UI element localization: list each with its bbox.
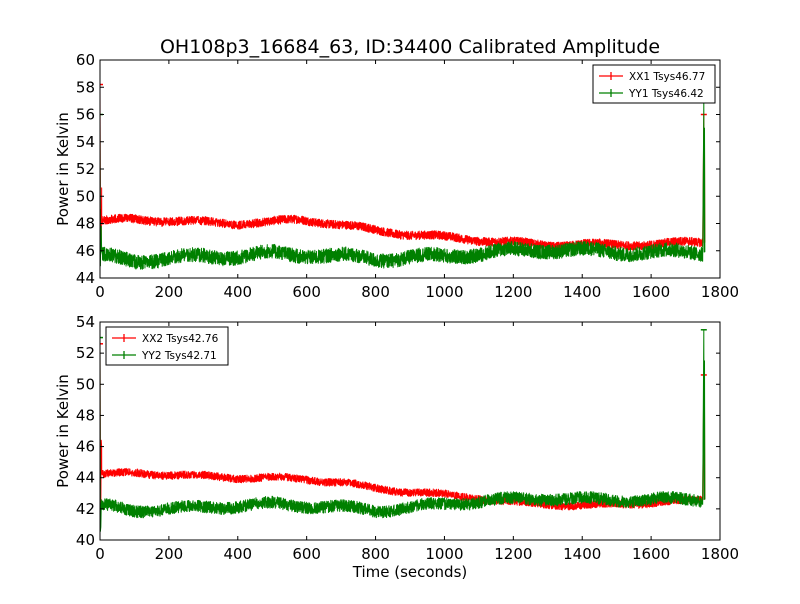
y-tick-label: 48 xyxy=(76,215,95,233)
series-line-yy1 xyxy=(100,100,706,270)
x-tick-label: 1400 xyxy=(563,545,601,563)
y-tick-label: 52 xyxy=(76,344,95,362)
x-tick-label: 1600 xyxy=(632,283,670,301)
y-tick-label: 44 xyxy=(76,469,95,487)
x-tick-label: 1800 xyxy=(701,283,739,301)
y-tick-label: 50 xyxy=(76,187,95,205)
y-tick-label: 50 xyxy=(76,375,95,393)
plot-panel-2: 0 200 400 600 800 1000 1200 1400 1600 1800 40 42 44 4… xyxy=(54,313,739,581)
legend-box xyxy=(592,64,716,104)
x-tick-label: 1200 xyxy=(494,283,532,301)
x-tick-label: 800 xyxy=(361,545,390,563)
legend-box xyxy=(105,326,229,366)
x-tick-label: 1000 xyxy=(425,545,463,563)
y-tick-label: 46 xyxy=(76,438,95,456)
y-tick-label: 58 xyxy=(76,78,95,96)
legend-label: XX1 Tsys46.77 xyxy=(629,71,705,83)
y-tick-label: 48 xyxy=(76,406,95,424)
y-tick-label: 56 xyxy=(76,106,95,124)
y-tick-label: 44 xyxy=(76,269,95,287)
x-tick-label: 1200 xyxy=(494,545,532,563)
x-tick-label: 400 xyxy=(223,545,252,563)
x-tick-label: 1600 xyxy=(632,545,670,563)
y-tick-label: 52 xyxy=(76,160,95,178)
x-tick-label: 1400 xyxy=(563,283,601,301)
x-tick-label: 200 xyxy=(155,545,184,563)
legend-label: YY2 Tsys42.71 xyxy=(141,350,217,362)
x-tick-label: 1000 xyxy=(425,283,463,301)
y-tick-label: 54 xyxy=(76,133,95,151)
x-tick-label: 600 xyxy=(292,545,321,563)
x-tick-label: 1800 xyxy=(701,545,739,563)
y-tick-label: 40 xyxy=(76,531,95,549)
x-tick-label: 800 xyxy=(361,283,390,301)
y-tick-label: 54 xyxy=(76,313,95,331)
data-layer xyxy=(100,83,707,270)
x-tick-label: 200 xyxy=(155,283,184,301)
legend-label: YY1 Tsys46.42 xyxy=(628,88,704,100)
plot-frame xyxy=(99,321,721,541)
legend: XX2 Tsys42.76 YY2 Tsys42.71 xyxy=(105,326,229,366)
y-axis-label: Power in Kelvin xyxy=(54,112,72,226)
x-tick-label: 0 xyxy=(95,283,105,301)
series-line-xx2 xyxy=(100,343,706,511)
legend-label: XX2 Tsys42.76 xyxy=(142,333,219,345)
y-tick-label: 42 xyxy=(76,500,95,518)
x-tick-label: 600 xyxy=(292,283,321,301)
x-axis-label: Time (seconds) xyxy=(352,563,468,581)
plot-panel-1: 0 200 400 600 800 1000 1200 1400 1600 1800 44 46 48 5… xyxy=(54,51,739,301)
x-tick-label: 0 xyxy=(95,545,105,563)
y-tick-label: 60 xyxy=(76,51,95,69)
legend: XX1 Tsys46.77 YY1 Tsys46.42 xyxy=(592,64,716,104)
y-axis-label: Power in Kelvin xyxy=(54,374,72,488)
series-line-xx1 xyxy=(100,84,706,252)
y-tick-label: 46 xyxy=(76,242,95,260)
x-tick-label: 400 xyxy=(223,283,252,301)
data-layer xyxy=(100,329,707,532)
series-line-yy2 xyxy=(100,329,706,532)
chart-title: OH108p3_16684_63, ID:34400 Calibrated Am… xyxy=(160,36,660,58)
